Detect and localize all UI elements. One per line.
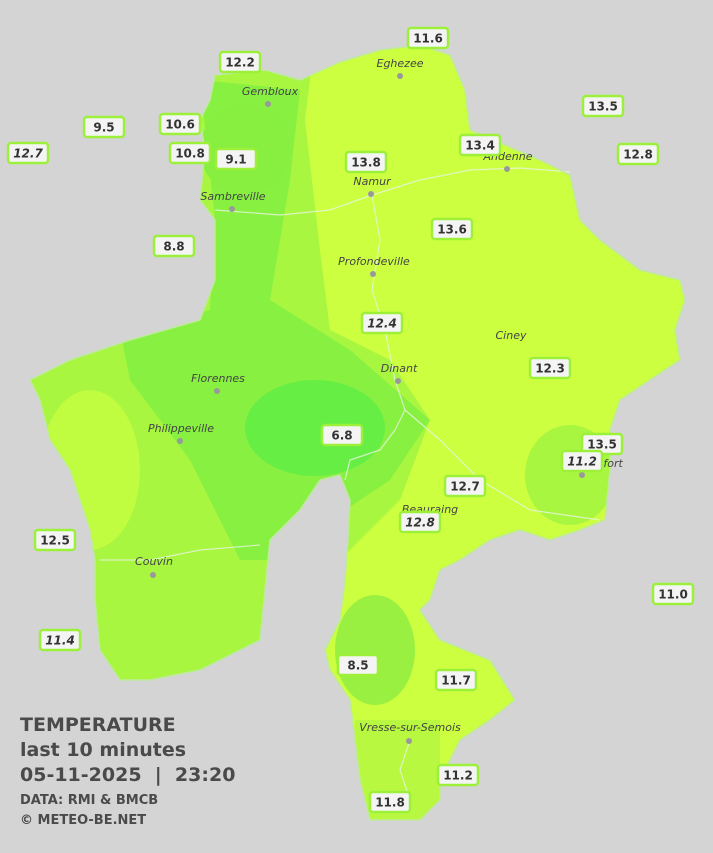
station-value: 6.8 xyxy=(331,429,352,443)
station-value: 10.6 xyxy=(165,118,195,132)
station-box xyxy=(320,423,364,447)
station-value: 11.0 xyxy=(658,588,688,602)
station-box xyxy=(398,510,442,534)
town-label: Namur xyxy=(353,175,392,188)
legend-credit: © METEO-BE.NET xyxy=(20,813,146,828)
towns: EghezeeGemblouxAndenneSambrevilleNamurPr… xyxy=(135,57,623,744)
town-dot xyxy=(395,378,401,384)
station-value: 8.8 xyxy=(163,240,184,254)
station-box xyxy=(443,474,487,498)
station-box xyxy=(528,356,572,380)
station-box xyxy=(218,50,262,74)
station-box xyxy=(6,141,50,165)
town-dot xyxy=(397,73,403,79)
station-box xyxy=(33,528,77,552)
town-label: Vresse-sur-Semois xyxy=(359,721,461,734)
station-box xyxy=(458,133,502,157)
town-dot xyxy=(265,101,271,107)
station-box xyxy=(158,112,202,136)
station-value: 12.5 xyxy=(40,534,70,548)
station-value: 12.4 xyxy=(367,317,397,331)
station-value: 13.5 xyxy=(587,438,617,452)
station-box xyxy=(336,653,380,677)
town-dot xyxy=(229,206,235,212)
station-value: 12.8 xyxy=(623,148,653,162)
station-value: 11.2 xyxy=(567,455,597,469)
station-box xyxy=(406,26,450,50)
station-box xyxy=(360,311,404,335)
station-box xyxy=(430,217,474,241)
legend-title: TEMPERATURE xyxy=(20,714,176,736)
town-dot xyxy=(504,166,510,172)
station-value: 11.2 xyxy=(443,769,473,783)
station-value: 11.4 xyxy=(45,634,75,648)
town-label: Dinant xyxy=(381,362,418,375)
stations: 12.2 11.6 9.5 10.6 12.7 10.8 9.1 13.5 13.4 12.8 13… xyxy=(6,26,695,814)
town-label: Ciney xyxy=(496,329,527,342)
town-label: Sambreville xyxy=(200,190,265,203)
station-box xyxy=(168,141,212,165)
town-dot xyxy=(214,388,220,394)
station-value: 12.7 xyxy=(450,480,480,494)
station-value: 12.7 xyxy=(13,147,43,161)
town-dot xyxy=(150,572,156,578)
station-box xyxy=(560,449,604,473)
station-box xyxy=(38,628,82,652)
station-box xyxy=(434,668,478,692)
town-label: Philippeville xyxy=(148,422,214,435)
station-value: 11.8 xyxy=(375,796,405,810)
station-value: 12.2 xyxy=(225,56,255,70)
town-label: Gembloux xyxy=(242,85,299,98)
town-label: Profondeville xyxy=(338,255,410,268)
station-box xyxy=(616,142,660,166)
town-dot xyxy=(579,472,585,478)
station-value: 10.8 xyxy=(175,147,205,161)
town-dot xyxy=(370,271,376,277)
legend-timestamp: 05-11-2025 | 23:20 xyxy=(20,764,235,786)
station-box xyxy=(651,582,695,606)
town-dot xyxy=(406,738,412,744)
station-value: 11.7 xyxy=(441,674,471,688)
town-label: Couvin xyxy=(135,555,173,568)
town-dot xyxy=(368,191,374,197)
station-box xyxy=(436,763,480,787)
station-box xyxy=(368,790,412,814)
station-value: 11.6 xyxy=(413,32,443,46)
station-value: 13.4 xyxy=(465,139,495,153)
station-value: 12.3 xyxy=(535,362,565,376)
station-value: 13.6 xyxy=(437,223,467,237)
station-value: 12.8 xyxy=(405,516,435,530)
station-value: 8.5 xyxy=(347,659,368,673)
station-value: 9.1 xyxy=(225,153,246,167)
town-dot xyxy=(177,438,183,444)
station-box xyxy=(152,234,196,258)
station-box xyxy=(82,115,126,139)
station-box xyxy=(344,150,388,174)
town-label: Eghezee xyxy=(377,57,424,70)
town-label: Florennes xyxy=(191,372,245,385)
station-value: 13.5 xyxy=(588,100,618,114)
station-box xyxy=(214,147,258,171)
station-value: 13.8 xyxy=(351,156,381,170)
station-box xyxy=(581,94,625,118)
legend: TEMPERATURE last 10 minutes 05-11-2025 |… xyxy=(20,714,235,828)
station-value: 9.5 xyxy=(93,121,114,135)
legend-source: DATA: RMI & BMCB xyxy=(20,793,158,808)
legend-subtitle: last 10 minutes xyxy=(20,739,186,761)
